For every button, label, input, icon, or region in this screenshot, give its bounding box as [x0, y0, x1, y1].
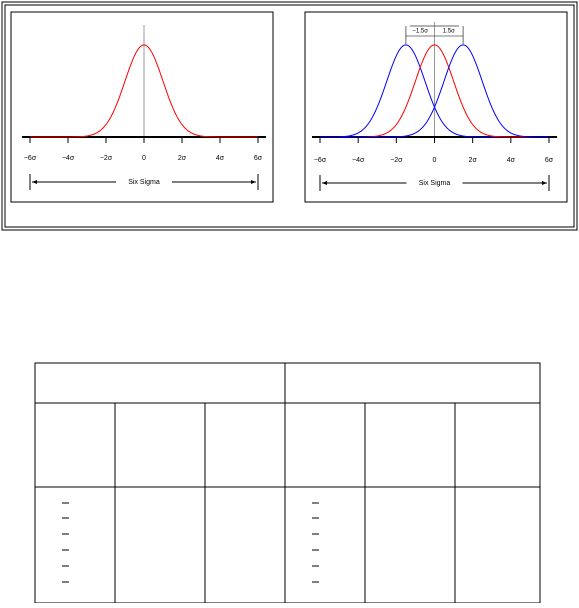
x-tick-label: −6σ: [24, 155, 37, 162]
panel: [10, 11, 274, 203]
x-tick-label: 0: [433, 157, 437, 164]
x-tick-label: 6σ: [254, 155, 263, 162]
dash-marks: [62, 502, 319, 583]
span-label: Six Sigma: [419, 180, 451, 187]
table-border: [34, 362, 541, 604]
x-tick-label: −4σ: [352, 157, 365, 164]
x-tick-label: −6σ: [314, 157, 327, 164]
arrow-head: [251, 180, 256, 184]
x-tick-label: 6σ: [545, 157, 554, 164]
x-tick-label: −4σ: [62, 155, 75, 162]
outer-frame: [1, 1, 578, 231]
x-tick-label: −2σ: [390, 157, 403, 164]
arrow-head: [542, 181, 547, 185]
annotation-label: −1.5σ: [412, 29, 428, 35]
x-tick-label: 0: [142, 155, 146, 162]
x-tick-label: 2σ: [469, 157, 478, 164]
arrow-head: [322, 181, 327, 185]
arrow-head: [32, 180, 37, 184]
x-tick-label: 4σ: [216, 155, 225, 162]
inner-frame: [4, 4, 575, 228]
x-tick-label: 2σ: [178, 155, 187, 162]
x-tick-label: −2σ: [100, 155, 113, 162]
x-tick-label: 4σ: [507, 157, 516, 164]
span-label: Six Sigma: [128, 179, 160, 186]
normal-curve: [30, 44, 258, 138]
panel: [304, 11, 568, 203]
annotation-label: 1.5σ: [443, 29, 455, 35]
table: [34, 362, 541, 604]
